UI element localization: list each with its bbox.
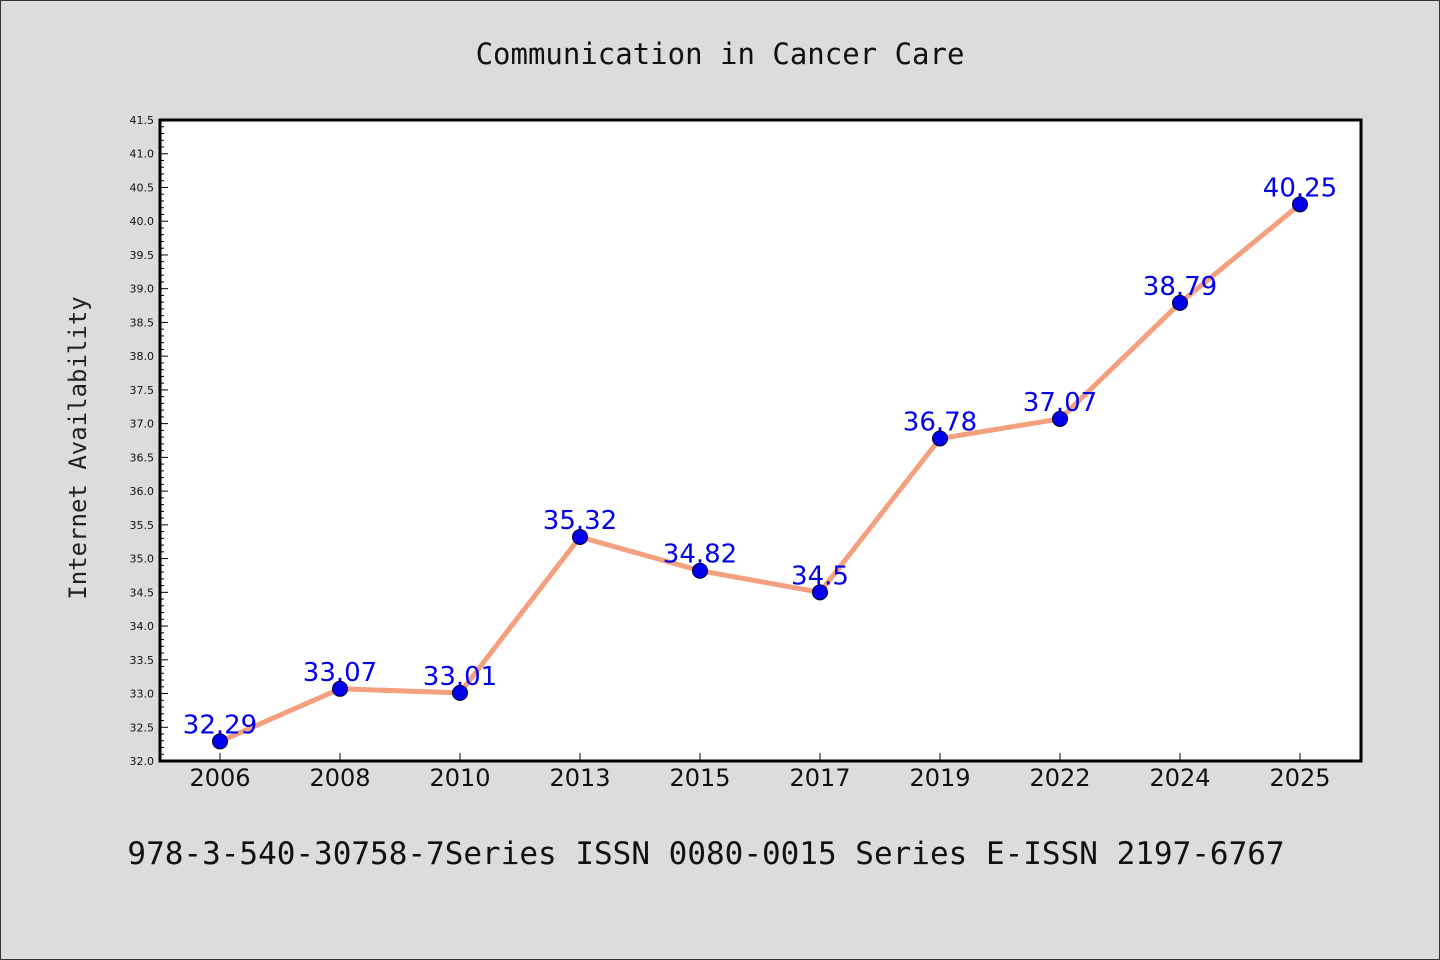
y-tick-label: 32.0: [130, 755, 155, 768]
x-tick-label: 2008: [309, 764, 370, 792]
data-point-label: 34.5: [791, 561, 849, 591]
x-tick-label: 2025: [1269, 764, 1330, 792]
y-axis-label: Internet Availability: [64, 296, 92, 599]
data-point-label: 37.07: [1023, 388, 1097, 418]
y-axis: 32.0 32.5 33.0 33.5 34.0 34.5 35.0 35.5 36.0 36.5…: [130, 114, 168, 768]
data-point-marker: [812, 584, 828, 601]
data-point-label: 36.78: [903, 407, 977, 437]
y-tick-label: 34.0: [130, 620, 155, 633]
y-tick-label: 37.5: [130, 384, 155, 397]
data-point-label: 35.32: [543, 506, 617, 536]
data-point-marker: [1052, 410, 1068, 427]
series-line: [217, 201, 1303, 744]
data-point-label: 33.07: [303, 658, 377, 688]
data-point-label: 32.29: [183, 710, 257, 740]
data-point-marker: [1172, 294, 1188, 311]
data-point-marker: [452, 684, 468, 701]
data-point-marker: [1292, 196, 1308, 213]
data-point-marker: [332, 680, 348, 697]
data-point-label: 38.79: [1143, 272, 1217, 302]
data-point-marker: [932, 430, 948, 447]
data-point-marker: [212, 733, 228, 750]
data-point-marker: [572, 528, 588, 545]
x-tick-label: 2006: [189, 764, 250, 792]
y-tick-label: 41.5: [130, 114, 155, 127]
y-tick-label: 41.0: [130, 148, 155, 161]
y-tick-label: 35.5: [130, 519, 155, 532]
y-tick-label: 39.0: [130, 283, 155, 296]
y-tick-label: 35.0: [130, 553, 155, 566]
y-tick-label: 36.0: [130, 485, 155, 498]
y-tick-label: 33.0: [130, 688, 155, 701]
data-point-label: 34.82: [663, 540, 737, 570]
x-tick-label: 2013: [549, 764, 610, 792]
y-tick-label: 40.5: [130, 181, 155, 194]
data-point-label: 40.25: [1263, 173, 1337, 203]
x-tick-label: 2022: [1029, 764, 1090, 792]
series-layer: 32.29 33.07 33.01 35.32 34.82 34.5 36.78 37.07 3…: [183, 173, 1337, 750]
y-tick-label: 33.5: [130, 654, 155, 667]
x-tick-label: 2019: [909, 764, 970, 792]
y-tick-label: 38.5: [130, 316, 155, 329]
y-tick-label: 32.5: [130, 721, 155, 734]
x-tick-label: 2010: [429, 764, 490, 792]
y-tick-label: 39.5: [130, 249, 155, 262]
y-tick-label: 40.0: [130, 215, 155, 228]
x-tick-label: 2024: [1149, 764, 1210, 792]
data-point-label: 33.01: [423, 662, 497, 692]
y-tick-label: 34.5: [130, 586, 155, 599]
data-point-marker: [692, 562, 708, 579]
y-tick-label: 37.0: [130, 418, 155, 431]
y-tick-label: 38.0: [130, 350, 155, 363]
x-tick-label: 2017: [789, 764, 850, 792]
plot-area: [158, 118, 1363, 763]
chart-title: Communication in Cancer Care: [476, 37, 965, 71]
x-axis: 2006 2008 2010 2013 2015 2017 2019 2022 2024 2025: [189, 753, 1331, 792]
y-tick-label: 36.5: [130, 451, 155, 464]
footer-isbn-text: 978-3-540-30758-7Series ISSN 0080-0015 S…: [127, 836, 1284, 872]
x-tick-label: 2015: [669, 764, 730, 792]
